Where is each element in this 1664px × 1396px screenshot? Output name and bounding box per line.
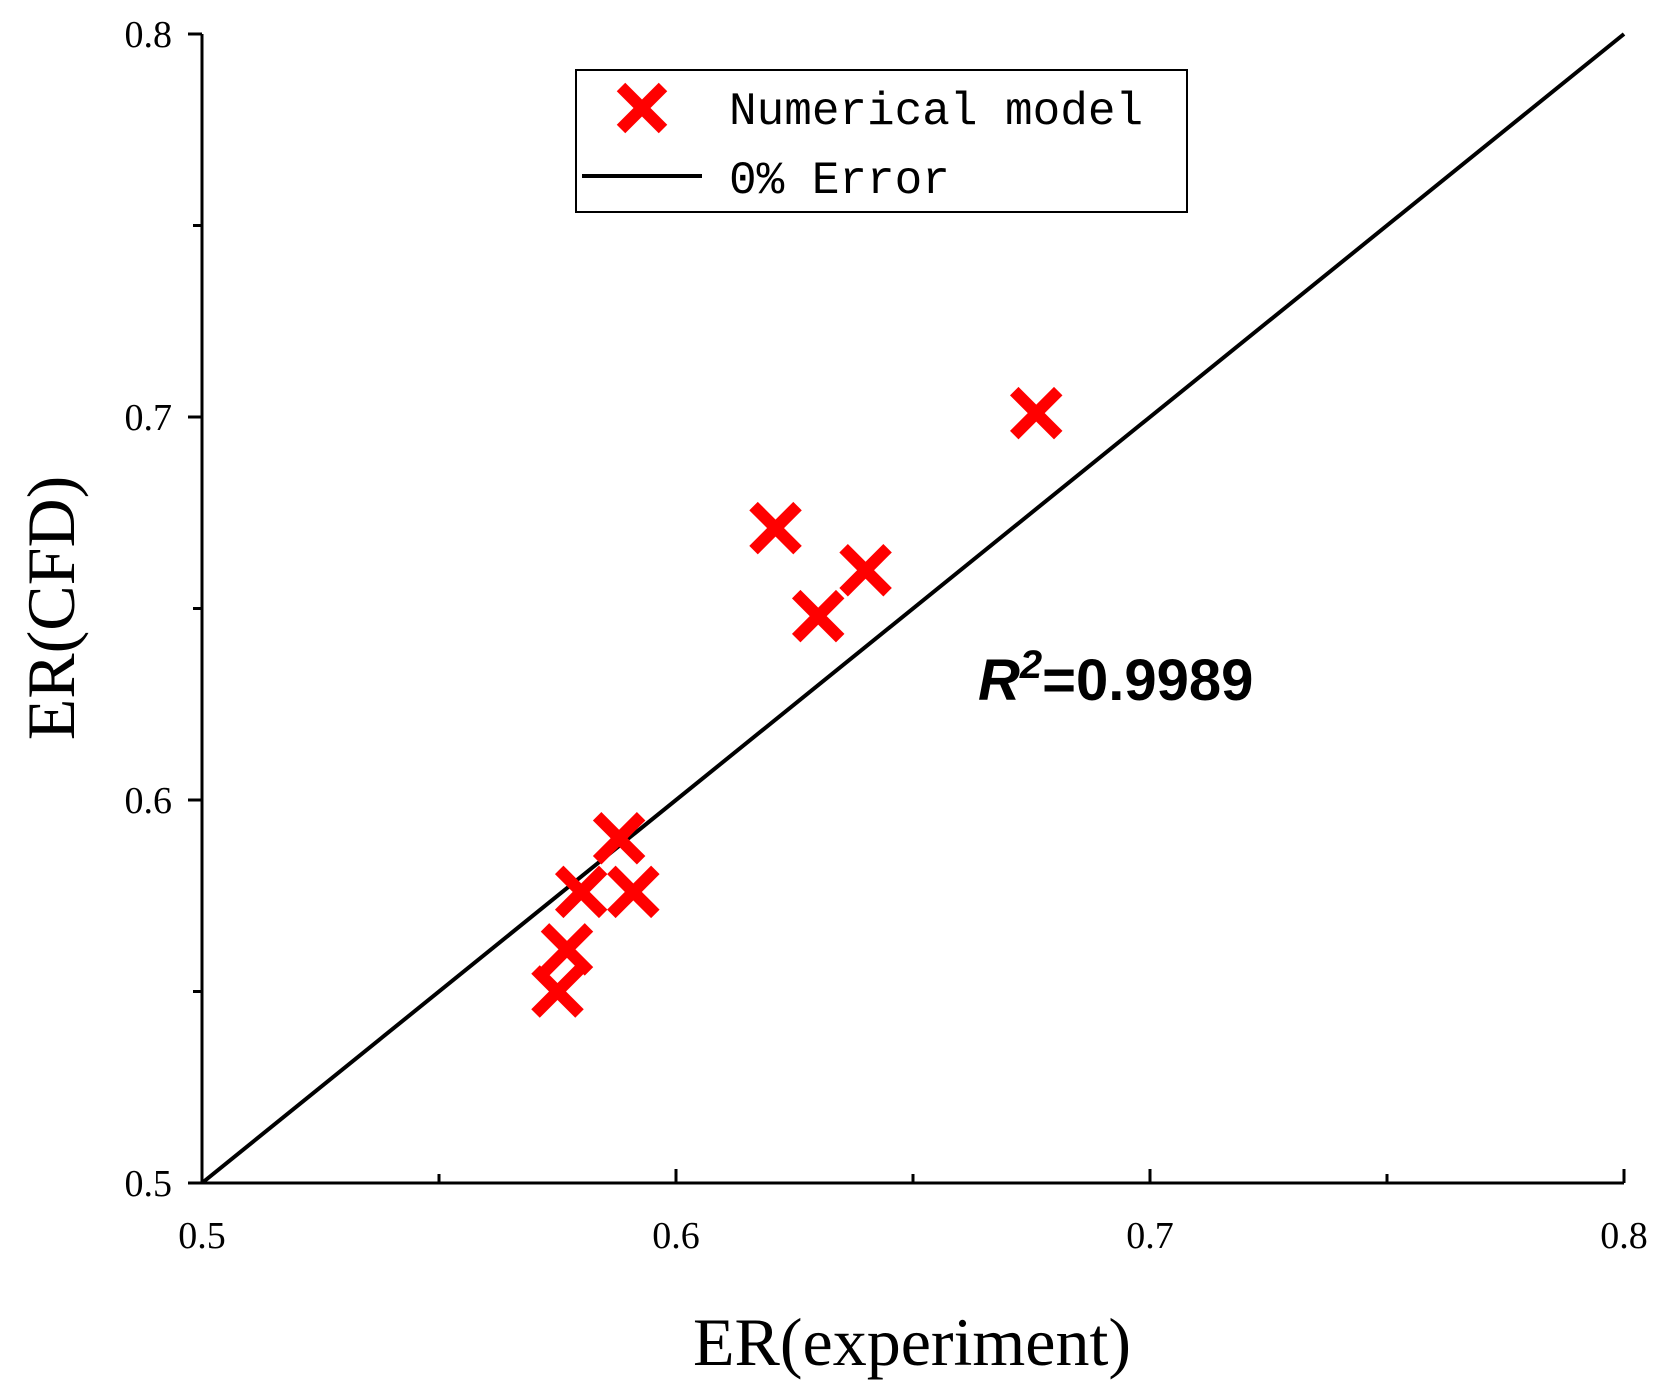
r-value: =0.9989 xyxy=(1042,648,1253,713)
y-tick-label: 0.5 xyxy=(125,1163,173,1205)
r-symbol: R xyxy=(978,648,1020,713)
y-tick-label: 0.6 xyxy=(125,780,173,822)
legend-label-numerical-model: Numerical model xyxy=(729,86,1143,138)
y-tick-label: 0.7 xyxy=(125,397,173,439)
y-tick-label: 0.8 xyxy=(125,14,173,56)
data-point-marker xyxy=(607,865,660,919)
x-axis-title: ER(experiment) xyxy=(693,1304,1131,1380)
x-ticks xyxy=(200,1169,1626,1183)
legend-marker-x xyxy=(616,82,668,134)
data-point-marker xyxy=(839,543,892,597)
legend: Numerical model 0% Error xyxy=(575,69,1188,213)
data-point-marker xyxy=(592,812,646,865)
x-tick-label: 0.8 xyxy=(1600,1215,1648,1257)
zero-error-line xyxy=(200,32,1626,1185)
x-tick-label: 0.5 xyxy=(178,1215,226,1257)
data-point-marker xyxy=(791,589,845,643)
y-ticks xyxy=(188,32,202,1185)
data-point-marker xyxy=(531,965,584,1018)
y-axis-title: ER(CFD) xyxy=(13,476,89,740)
data-point-marker xyxy=(1009,386,1063,440)
scatter-markers xyxy=(531,386,1063,1018)
data-point-marker xyxy=(749,501,802,555)
data-point-marker xyxy=(554,865,608,919)
legend-box xyxy=(575,69,1188,213)
data-point-marker xyxy=(540,923,594,976)
x-tick-label: 0.7 xyxy=(1126,1215,1174,1257)
legend-label-zero-error: 0% Error xyxy=(729,155,950,207)
r-exponent: 2 xyxy=(1019,643,1042,687)
x-tick-label: 0.6 xyxy=(652,1215,700,1257)
r-squared-annotation: R2=0.9989 xyxy=(978,643,1253,713)
